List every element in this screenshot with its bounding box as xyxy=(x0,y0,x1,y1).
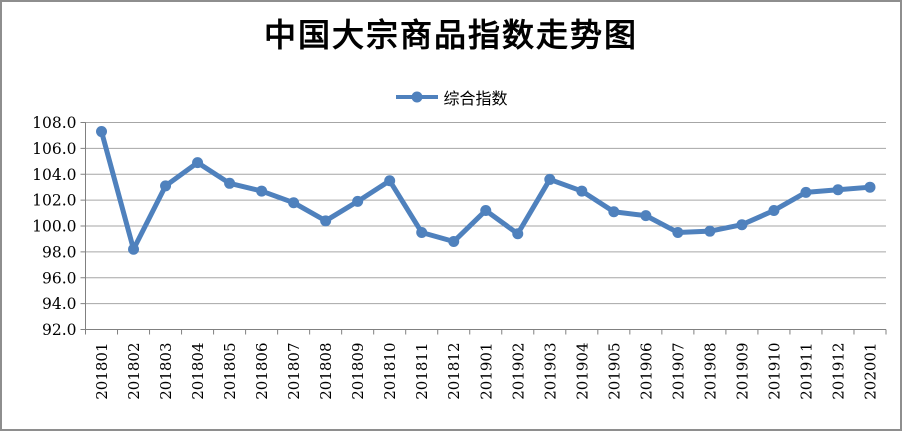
data-point-marker xyxy=(512,228,524,240)
data-point-marker xyxy=(544,173,556,185)
legend-line-marker-icon xyxy=(394,90,440,104)
y-axis-tick-label: 94.0 xyxy=(42,295,77,313)
x-axis-tick-label: 201910 xyxy=(765,343,783,400)
x-axis-tick-label: 201802 xyxy=(125,343,143,400)
data-point-marker xyxy=(704,225,716,237)
x-axis-tick-label: 201911 xyxy=(797,343,815,400)
data-point-marker xyxy=(800,186,812,198)
y-axis-tick-label: 98.0 xyxy=(42,243,77,261)
data-point-marker xyxy=(384,175,396,187)
y-axis-tick-label: 108.0 xyxy=(32,114,76,132)
x-axis-tick-label: 202001 xyxy=(861,343,879,400)
data-point-marker xyxy=(640,210,652,222)
data-point-marker xyxy=(480,204,492,216)
data-point-marker xyxy=(288,197,300,209)
data-point-marker xyxy=(576,185,588,197)
x-axis-tick-label: 201808 xyxy=(317,343,335,400)
series-line xyxy=(99,129,873,252)
x-axis-tick-label: 201902 xyxy=(509,343,527,400)
x-axis-tick-label: 201909 xyxy=(733,343,751,400)
x-axis-tick-label: 201904 xyxy=(573,343,591,400)
data-point-marker xyxy=(864,181,876,193)
data-point-marker xyxy=(448,236,460,248)
data-point-marker xyxy=(320,215,332,227)
y-axis-tick-label: 106.0 xyxy=(32,140,76,158)
x-axis-tick-label: 201903 xyxy=(541,343,559,400)
data-point-marker xyxy=(416,226,428,238)
data-point-marker xyxy=(160,180,172,192)
x-axis-tick-label: 201805 xyxy=(221,343,239,400)
x-axis-tick-label: 201905 xyxy=(605,343,623,400)
y-axis-tick-label: 96.0 xyxy=(42,269,77,287)
x-axis-tick-label: 201908 xyxy=(701,343,719,400)
y-axis-tick-label: 104.0 xyxy=(32,166,76,184)
data-point-marker xyxy=(736,219,748,231)
x-axis-tick-label: 201801 xyxy=(93,343,111,400)
x-axis-tick-label: 201810 xyxy=(381,343,399,400)
x-axis-tick-label: 201907 xyxy=(669,343,687,400)
data-point-marker xyxy=(256,185,268,197)
y-axis-tick-label: 100.0 xyxy=(32,218,76,236)
data-point-marker xyxy=(96,126,108,138)
data-point-marker xyxy=(128,243,140,255)
x-axis-tick-label: 201806 xyxy=(253,343,271,400)
x-axis-tick-label: 201812 xyxy=(445,343,463,400)
x-axis-tick-label: 201912 xyxy=(829,343,847,400)
data-point-marker xyxy=(768,204,780,216)
data-point-marker xyxy=(192,157,204,169)
legend: 综合指数 xyxy=(2,85,900,109)
data-point-marker xyxy=(352,195,364,207)
x-axis-tick-label: 201809 xyxy=(349,343,367,400)
x-axis-tick-label: 201804 xyxy=(189,343,207,400)
x-axis-tick-label: 201811 xyxy=(413,343,431,400)
y-axis-tick-label: 92.0 xyxy=(42,321,77,339)
legend-label: 综合指数 xyxy=(443,89,508,108)
data-point-marker xyxy=(672,226,684,238)
x-axis-tick-label: 201906 xyxy=(637,343,655,400)
chart-title: 中国大宗商品指数走势图 xyxy=(263,16,638,54)
x-axis-tick-label: 201807 xyxy=(285,343,303,400)
data-point-marker xyxy=(224,177,236,189)
x-axis-tick-label: 201901 xyxy=(477,343,495,400)
data-point-marker xyxy=(832,184,844,196)
data-point-marker xyxy=(608,206,620,218)
y-axis-tick-label: 102.0 xyxy=(32,192,76,210)
x-axis-tick-label: 201803 xyxy=(157,343,175,400)
